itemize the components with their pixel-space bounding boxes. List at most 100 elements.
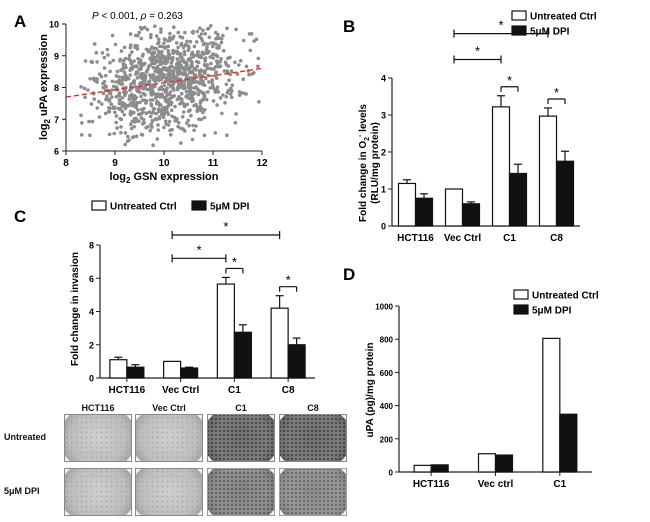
chart-d-legend-label: 5μM DPI <box>532 306 572 317</box>
scatter-point <box>166 51 171 56</box>
scatter-point <box>161 87 165 92</box>
scatter-point <box>110 79 115 84</box>
scatter-point <box>156 101 161 105</box>
scatter-point <box>160 71 164 75</box>
scatter-point <box>237 93 242 97</box>
scatter-point <box>224 95 229 99</box>
panel-label-a: A <box>14 12 26 31</box>
scatter-point <box>80 121 84 125</box>
scatter-point <box>176 81 181 85</box>
scatter-point <box>119 68 123 72</box>
scatter-point <box>207 35 212 40</box>
chart-c-y-label: Fold change in invasion <box>70 252 81 366</box>
scatter-point <box>107 132 112 137</box>
chart-c-category-label: C1 <box>228 385 241 396</box>
scatter-point <box>143 78 147 82</box>
scatter-point <box>102 66 107 70</box>
scatter-point <box>226 64 231 68</box>
scatter-point <box>127 56 131 61</box>
scatter-point <box>143 98 147 103</box>
scatter-point <box>170 95 174 100</box>
scatter-point <box>203 32 207 36</box>
scatter-point <box>117 75 121 79</box>
invasion-well-images: HCT116 Vec Ctrl C1 C8 Untreated 5μM DPI <box>0 400 347 522</box>
scatter-point <box>119 125 123 129</box>
scatter-point <box>199 77 203 81</box>
scatter-point <box>182 67 186 72</box>
scatter-point <box>86 88 90 92</box>
scatter-point <box>163 109 167 113</box>
scatter-point <box>136 33 140 38</box>
scatter-point <box>210 78 215 82</box>
scatter-point <box>197 117 201 121</box>
scatter-point <box>150 84 154 89</box>
scatter-point <box>113 42 118 47</box>
scatter-point <box>190 137 195 142</box>
scatter-point <box>175 86 180 90</box>
chart-d-legend-label: Untreated Ctrl <box>532 291 599 302</box>
chart-b-bar-dpi <box>508 172 528 227</box>
scatter-point <box>183 30 187 35</box>
scatter-point <box>186 44 191 48</box>
scatter-point <box>107 106 112 111</box>
well-image-c1-dpi <box>207 468 275 516</box>
scatter-point <box>159 109 163 113</box>
scatter-point <box>128 94 132 98</box>
scatter-point <box>168 31 172 36</box>
scatter-point <box>110 88 114 92</box>
scatter-point <box>161 115 166 120</box>
scatter-point <box>215 46 219 50</box>
scatter-point <box>184 89 189 94</box>
scatter-point <box>93 79 98 83</box>
panel-label-c: C <box>14 207 26 226</box>
scatter-point <box>162 112 167 116</box>
chart-b-legend: Untreated Ctrl 5μM DPI <box>511 10 597 38</box>
scatter-point <box>158 44 162 49</box>
scatter-point <box>113 110 117 115</box>
scatter-point <box>92 97 96 101</box>
scatter-point <box>214 70 218 74</box>
scatter-point <box>135 76 140 80</box>
scatter-point <box>128 109 133 114</box>
panel-b-bar-chart: B 0 1 2 3 4 HCT116 Vec Ctrl C1 C8 * * * * Untreated C… <box>343 10 597 244</box>
scatter-point <box>208 55 212 59</box>
scatter-point <box>153 24 157 29</box>
scatter-point <box>214 42 218 46</box>
scatter-point <box>119 130 123 135</box>
scatter-point <box>213 131 218 135</box>
well-col-c1: C1 <box>235 403 247 413</box>
scatter-point <box>140 71 144 76</box>
scatter-point <box>256 56 261 61</box>
scatter-point <box>191 29 195 34</box>
chart-b-legend-label: Untreated Ctrl <box>530 12 597 23</box>
scatter-point <box>156 123 160 127</box>
scatter-point <box>148 128 152 133</box>
chart-c-plot: 0 2 4 6 8 HCT116 Vec Ctrl C1 C8 * * * * Untreated Ctr… <box>89 200 315 396</box>
scatter-point <box>195 64 200 69</box>
scatter-point <box>137 30 141 35</box>
scatter-point <box>191 123 195 128</box>
chart-c-bar-dpi <box>287 344 306 379</box>
scatter-point <box>152 51 157 55</box>
scatter-point <box>241 38 246 43</box>
panel-label-b: B <box>343 17 355 36</box>
scatter-point <box>138 100 142 105</box>
scatter-point <box>200 98 205 102</box>
scatter-point <box>118 107 123 112</box>
scatter-point <box>197 55 202 59</box>
scatter-point <box>234 27 238 32</box>
scatter-point <box>195 105 200 109</box>
scatter-point <box>216 36 221 40</box>
scatter-point <box>191 99 195 103</box>
scatter-point <box>173 104 177 109</box>
scatter-point <box>114 120 118 125</box>
scatter-point <box>122 113 126 117</box>
scatter-point <box>193 73 198 77</box>
scatter-point <box>218 96 223 100</box>
scatter-point <box>105 47 110 52</box>
scatter-point <box>235 72 240 76</box>
scatter-point <box>187 86 191 90</box>
scatter-point <box>182 60 187 64</box>
scatter-point <box>167 119 172 124</box>
